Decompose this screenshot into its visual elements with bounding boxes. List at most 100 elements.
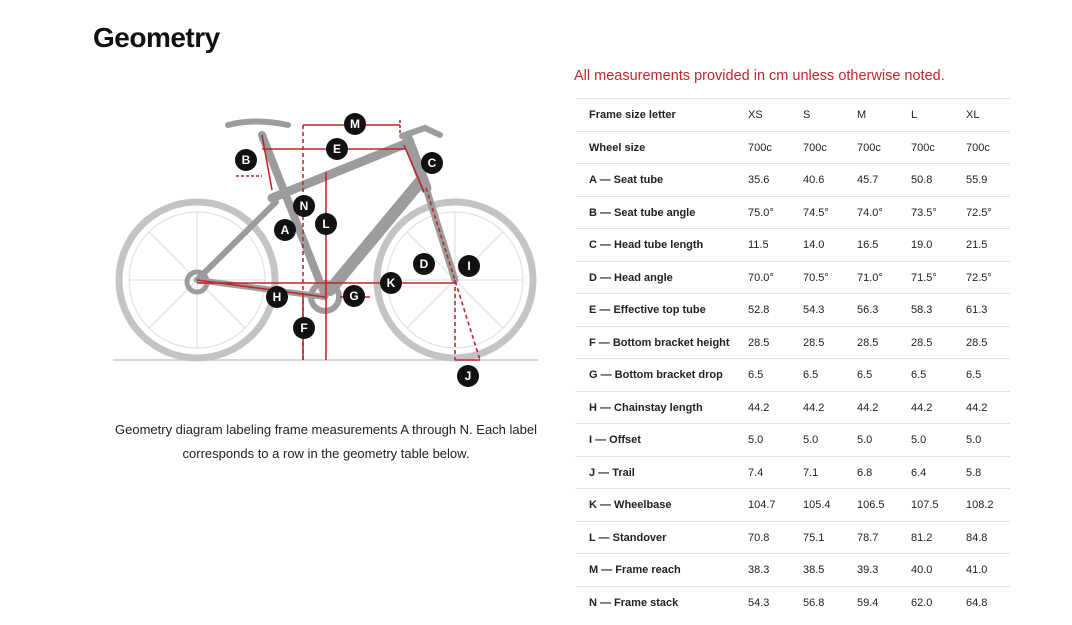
cell: 70.5°: [803, 271, 829, 284]
cell: 6.4: [911, 466, 927, 479]
cell: 70.0°: [748, 271, 774, 284]
cell: 6.5: [966, 369, 982, 381]
table-row: A — Seat tube 35.6 40.6 45.7 50.8 55.9: [575, 163, 1010, 196]
cell: 7.1: [803, 466, 819, 479]
cell: M: [857, 109, 867, 121]
label-badge: [235, 149, 257, 171]
cell: 84.8: [966, 531, 988, 544]
cell: 104.7: [748, 499, 776, 511]
title: Geometry: [93, 22, 220, 53]
label-letter: C: [428, 156, 437, 170]
cell: XL: [966, 109, 980, 121]
cell: 78.7: [857, 531, 879, 544]
cell: 5.8: [966, 466, 982, 479]
cell: 52.8: [748, 304, 770, 316]
cell: 45.7: [857, 174, 879, 186]
cell: 35.6: [748, 174, 770, 186]
label-letter: N: [300, 199, 309, 213]
cell: 6.5: [803, 369, 819, 381]
table-row: B — Seat tube angle 75.0° 74.5° 74.0° 73.5° 7…: [575, 195, 1010, 229]
row-label: K — Wheelbase: [589, 499, 672, 511]
cell: 40.0: [911, 564, 933, 576]
label-letter: L: [322, 217, 329, 231]
cell: 11.5: [748, 239, 769, 251]
row-label: B — Seat tube angle: [589, 206, 696, 219]
cell: 44.2: [966, 401, 988, 414]
row-label: H — Chainstay length: [589, 401, 703, 414]
cell: 16.5: [857, 239, 879, 251]
label-letter: J: [465, 369, 472, 383]
cell: 107.5: [911, 499, 939, 511]
table-row: F — Bottom bracket height 28.5 28.5 28.5 28.…: [575, 325, 1010, 359]
table-row: D — Head angle 70.0° 70.5° 71.0° 71.5° 72.5°: [575, 260, 1010, 294]
cell: 62.0: [911, 596, 933, 609]
cell: 5.0: [966, 434, 982, 446]
cell: 54.3: [748, 596, 770, 609]
cell: 44.2: [857, 401, 879, 414]
row-label: D — Head angle: [589, 271, 673, 284]
row-label: F — Bottom bracket height: [589, 336, 730, 349]
cell: 28.5: [803, 336, 825, 349]
row-label: M — Frame reach: [589, 564, 681, 576]
label-badge: [458, 255, 480, 277]
cell: 72.5°: [966, 271, 992, 284]
row-label: E — Effective top tube: [589, 304, 706, 316]
cell: S: [803, 109, 811, 121]
cell: 5.0: [911, 434, 927, 446]
label-letter: D: [420, 257, 429, 271]
geometry-table: Frame size letter XS S M L XL Wheel size 700c 70…: [575, 98, 1010, 618]
note: All measurements provided in cm unless o…: [574, 68, 945, 84]
label-letter: I: [467, 259, 470, 273]
label-badge: [457, 365, 479, 387]
table-row: K — Wheelbase 104.7 105.4 106.5 107.5 108.2: [575, 488, 1010, 521]
cell: 44.2: [911, 401, 933, 414]
cell: 38.5: [803, 564, 825, 576]
label-badge: [274, 219, 296, 241]
label-letter: H: [273, 290, 282, 304]
table-row: N — Frame stack 54.3 56.8 59.4 62.0 64.8: [575, 585, 1010, 619]
cell: 700c: [857, 141, 881, 154]
row-label: L — Standover: [589, 531, 667, 544]
cell: 74.5°: [803, 206, 829, 219]
cell: 58.3: [911, 304, 933, 316]
cell: 21.5: [966, 239, 988, 251]
cell: 28.5: [911, 336, 933, 349]
cell: 56.8: [803, 596, 825, 609]
table-row: L — Standover 70.8 75.1 78.7 81.2 84.8: [575, 520, 1010, 554]
row-label: J — Trail: [589, 466, 635, 479]
cell: 6.5: [748, 369, 764, 381]
cell: 14.0: [803, 239, 825, 251]
row-label: A — Seat tube: [589, 174, 664, 186]
label-badge: [293, 317, 315, 339]
cell: 75.1: [803, 531, 825, 544]
label-badge: [344, 113, 366, 135]
table-row: C — Head tube length 11.5 14.0 16.5 19.0 21.5: [575, 228, 1010, 261]
cell: 19.0: [911, 239, 933, 251]
cell: 54.3: [803, 304, 825, 316]
row-label: G — Bottom bracket drop: [589, 369, 723, 381]
cell: 71.0°: [857, 271, 883, 284]
label-badge: [413, 253, 435, 275]
cell: 75.0°: [748, 206, 774, 219]
table-row: I — Offset 5.0 5.0 5.0 5.0 5.0: [575, 423, 1010, 456]
table-row: Frame size letter XS S M L XL: [575, 98, 1010, 131]
cell: 44.2: [803, 401, 825, 414]
label-badge: [315, 213, 337, 235]
label-letter: B: [242, 153, 251, 167]
label-badge: [380, 272, 402, 294]
cell: 44.2: [748, 401, 770, 414]
label-badge: [326, 138, 348, 160]
cell: 55.9: [966, 174, 988, 186]
cell: 700c: [748, 141, 772, 154]
cell: 5.0: [857, 434, 873, 446]
row-label: C — Head tube length: [589, 239, 704, 251]
cell: 28.5: [748, 336, 770, 349]
cell: 7.4: [748, 466, 764, 479]
cell: 108.2: [966, 499, 994, 511]
cell: 61.3: [966, 304, 988, 316]
label-badge: [293, 195, 315, 217]
label-badge: [421, 152, 443, 174]
cell: 6.8: [857, 466, 873, 479]
table-row: Wheel size 700c 700c 700c 700c 700c: [575, 130, 1010, 164]
cell: 71.5°: [911, 271, 937, 284]
